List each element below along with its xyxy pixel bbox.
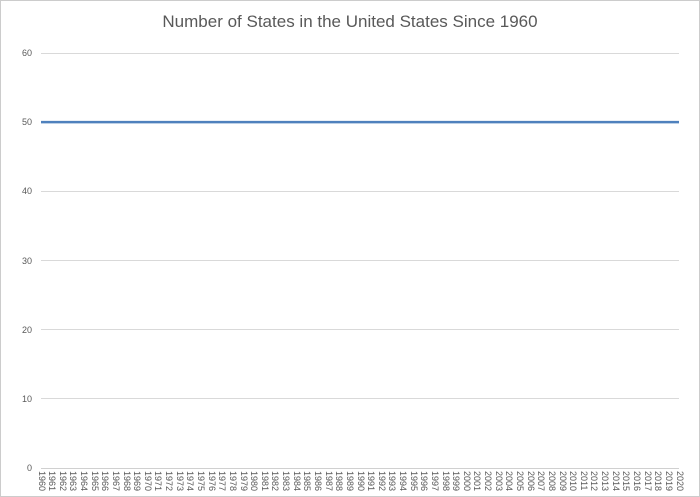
x-axis-tick-label: 2000 [461, 471, 472, 492]
x-axis-tick-label: 1969 [132, 471, 143, 492]
x-axis-tick-label: 1997 [429, 471, 440, 492]
x-axis-tick-label: 1972 [164, 471, 175, 492]
x-axis-tick-label: 1990 [355, 471, 366, 492]
y-gridline [41, 190, 679, 192]
x-axis-tick-label: 1965 [89, 471, 100, 492]
x-axis-tick-label: 1980 [249, 471, 260, 492]
y-axis-tick-label: 10 [21, 393, 32, 404]
y-axis-tick-label: 50 [21, 117, 32, 128]
x-axis-tick-label: 2006 [525, 471, 536, 492]
x-axis-tick-label: 2012 [589, 471, 600, 492]
x-axis-tick-label: 2005 [515, 471, 525, 492]
x-axis-tick-label: 1993 [387, 471, 398, 492]
x-axis-tick-label: 1967 [110, 471, 121, 492]
x-axis-tick-label: 1973 [174, 471, 185, 492]
y-gridline [41, 398, 679, 400]
x-axis-tick-label: 1966 [100, 471, 111, 492]
x-axis-tick-label: 2004 [504, 471, 515, 492]
x-axis-tick-label: 1989 [344, 471, 355, 492]
x-axis-tick-label: 1970 [142, 471, 153, 492]
y-axis-tick-label: 30 [21, 255, 32, 266]
line-series-plot [41, 120, 679, 124]
y-axis-tick-label: 40 [21, 186, 32, 197]
y-axis-tick-label: 0 [26, 463, 32, 473]
x-axis-tick-label: 1975 [196, 471, 206, 492]
x-axis-tick-label: 1995 [408, 471, 419, 492]
x-axis-tick-label: 1984 [291, 471, 302, 492]
x-axis-tick-label: 2002 [483, 471, 494, 492]
x-axis-tick-label: 1960 [36, 471, 47, 492]
x-axis-tick-label: 1962 [57, 471, 68, 492]
y-axis-tick-label: 60 [21, 48, 32, 58]
x-axis-tick-label: 1996 [419, 471, 430, 492]
x-axis-tick-label: 1985 [302, 471, 313, 492]
x-axis-tick-label: 1968 [121, 471, 132, 492]
x-axis-tick-label: 1983 [281, 471, 292, 492]
x-axis-tick-label: 1961 [47, 471, 58, 492]
x-axis-tick-label: 2020 [674, 471, 685, 492]
x-axis-tick-label: 2018 [653, 471, 664, 492]
chart-title: Number of States in the United States Si… [162, 12, 538, 31]
x-axis-tick-label: 1971 [153, 471, 164, 492]
x-axis-tick-label: 2015 [621, 471, 632, 492]
x-axis-tick-label: 1963 [68, 471, 79, 492]
x-axis-tick-label: 2008 [546, 471, 557, 492]
x-axis-tick-label: 2010 [568, 471, 579, 492]
x-axis-tick-label: 1978 [227, 471, 238, 492]
y-gridline [41, 329, 679, 331]
x-axis-tick-label: 2009 [557, 471, 568, 492]
x-axis-tick-label: 1974 [185, 471, 196, 492]
x-axis-tick-label: 2016 [631, 471, 642, 492]
y-gridline [41, 260, 679, 261]
x-axis-tick-label: 1979 [238, 471, 249, 492]
x-axis-tick-label: 1976 [206, 471, 217, 492]
x-axis-tick-label: 2013 [600, 471, 611, 492]
x-axis-line [41, 467, 679, 469]
x-axis-tick-label: 2003 [493, 471, 504, 492]
x-axis-tick-label: 1988 [334, 471, 345, 492]
x-axis-tick-label: 2014 [610, 471, 621, 492]
x-axis-tick-label: 1981 [259, 471, 270, 492]
y-axis-tick-label: 20 [21, 324, 32, 335]
x-axis-tick-label: 1991 [366, 471, 377, 492]
x-axis-tick-label: 1986 [312, 471, 323, 492]
x-axis-tick-label: 1977 [217, 471, 228, 492]
x-axis-tick-label: 1999 [451, 471, 462, 492]
x-axis-tick-label: 1964 [79, 471, 90, 492]
x-axis-tick-label: 2007 [536, 471, 547, 492]
x-axis-tick-label: 2001 [472, 471, 483, 492]
y-gridline [41, 52, 679, 54]
x-axis-tick-label: 2017 [642, 471, 653, 492]
x-axis-tick-label: 2011 [578, 471, 589, 491]
x-axis-tick-label: 1998 [440, 471, 451, 492]
x-axis-tick-label: 1994 [398, 471, 409, 492]
x-axis-tick-label: 1982 [270, 471, 281, 492]
x-axis-tick-label: 1992 [376, 471, 387, 492]
x-axis-tick-label: 1987 [323, 471, 334, 492]
x-axis-tick-label: 2019 [663, 471, 674, 492]
